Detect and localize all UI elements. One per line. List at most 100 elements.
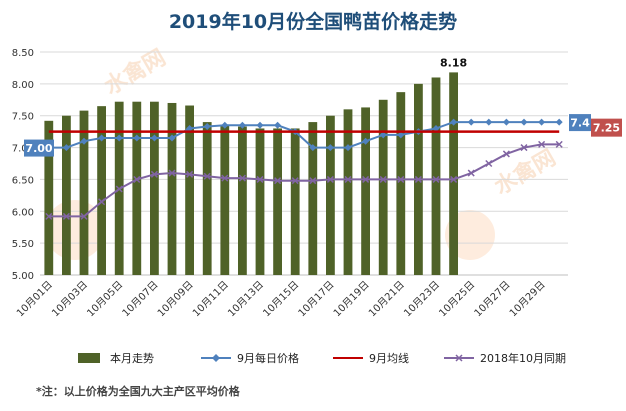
- y-tick-label: 5.50: [12, 239, 34, 250]
- legend: 本月走势 9月每日价格 9月均线 2018年10月同期: [78, 351, 566, 365]
- diamond-marker: [450, 118, 458, 126]
- x-tick-label: 10月19日: [331, 279, 372, 320]
- x-tick-label: 10月27日: [472, 279, 513, 320]
- start-callout: 7.00: [25, 142, 52, 155]
- bar: [308, 122, 318, 275]
- x-marker: [379, 175, 387, 183]
- y-axis: 5.00 5.50 6.00 6.50 7.00 7.50 8.00 8.50: [12, 48, 34, 282]
- bar: [361, 107, 370, 275]
- bar: [220, 124, 230, 276]
- series-line: [48, 121, 560, 149]
- diamond-marker: [432, 124, 440, 132]
- x-marker: [520, 144, 528, 152]
- diamond-marker: [203, 123, 211, 131]
- x-marker: [344, 175, 352, 183]
- x-marker: [256, 175, 264, 183]
- bar: [326, 115, 335, 275]
- legend-label: 9月每日价格: [237, 351, 299, 365]
- x-tick-label: 10月09日: [155, 279, 196, 320]
- x-marker: [45, 212, 53, 220]
- bar: [132, 101, 142, 275]
- diamond-marker: [520, 118, 528, 126]
- diamond-marker: [98, 134, 106, 142]
- x-tick-label: 10月17日: [296, 279, 337, 320]
- annotations: 8.18 7.00 7.4 7.25: [24, 56, 622, 157]
- svg-text:水禽网: 水禽网: [100, 45, 170, 101]
- diamond-marker: [379, 131, 387, 139]
- end-callout-blue: 7.4: [570, 117, 590, 130]
- diamond-marker: [538, 118, 546, 126]
- x-tick-label: 10月01日: [14, 279, 55, 320]
- y-tick-label: 8.50: [12, 48, 34, 59]
- x-marker: [133, 175, 141, 183]
- x-marker: [555, 140, 563, 148]
- bar: [290, 128, 300, 275]
- bar: [431, 77, 441, 275]
- diamond-marker: [256, 121, 264, 129]
- diamond-marker: [344, 144, 352, 152]
- bar: [79, 110, 89, 275]
- legend-swatch: [78, 353, 100, 363]
- x-tick-label: 10月29日: [507, 279, 548, 320]
- chart-title: 2019年10月份全国鸭苗价格走势: [169, 10, 457, 33]
- bar: [396, 92, 406, 275]
- x-marker: [291, 177, 299, 185]
- y-tick-label: 6.50: [12, 175, 34, 186]
- diamond-marker: [80, 137, 88, 145]
- diamond-marker: [168, 134, 176, 142]
- x-marker: [168, 169, 176, 177]
- x-marker: [221, 174, 229, 182]
- start-callout-box: [24, 139, 54, 157]
- x-tick-label: 10月21日: [366, 279, 407, 320]
- x-marker: [467, 169, 475, 177]
- svg-text:水禽网: 水禽网: [490, 145, 560, 201]
- bar: [238, 126, 247, 275]
- diamond-marker: [133, 134, 141, 142]
- bar: [97, 106, 106, 276]
- x-marker: [362, 175, 370, 183]
- bar: [44, 120, 54, 275]
- x-marker: [80, 212, 88, 220]
- diamond-marker: [397, 131, 405, 139]
- series-line: [48, 143, 560, 218]
- bar: [167, 102, 177, 275]
- peak-label: 8.18: [440, 56, 467, 69]
- x-marker: [450, 175, 458, 183]
- diamond-marker: [485, 118, 493, 126]
- bar: [62, 115, 71, 275]
- footnote: *注：以上价格为全国九大主产区平均价格: [36, 384, 241, 398]
- bar: [343, 109, 353, 275]
- x-tick-label: 10月11日: [190, 279, 231, 320]
- bar: [255, 128, 265, 275]
- x-marker: [414, 175, 422, 183]
- end-callout-red: 7.25: [593, 122, 620, 135]
- x-tick-label: 10月23日: [401, 279, 442, 320]
- x-marker: [186, 170, 194, 178]
- x-marker: [274, 177, 282, 185]
- x-marker: [238, 174, 246, 182]
- diamond-marker: [62, 144, 70, 152]
- diamond-marker: [115, 134, 123, 142]
- x-marker: [98, 198, 106, 206]
- bar: [378, 99, 388, 276]
- diamond-marker: [150, 134, 158, 142]
- y-tick-label: 7.00: [12, 144, 34, 155]
- y-tick-label: 7.50: [12, 112, 34, 123]
- diamond-marker: [309, 144, 317, 152]
- diamond-marker: [186, 124, 194, 132]
- x-marker: [203, 172, 211, 180]
- x-marker: [502, 150, 510, 158]
- x-marker: [538, 140, 546, 148]
- x-tick-label: 10月03日: [49, 279, 90, 320]
- x-marker: [115, 185, 123, 193]
- x-marker: [397, 175, 405, 183]
- diamond-marker: [221, 121, 229, 129]
- gridlines: [40, 51, 568, 276]
- y-tick-label: 6.00: [12, 207, 34, 218]
- diamond-marker: [362, 137, 370, 145]
- diamond-marker: [238, 121, 246, 129]
- x-marker: [485, 159, 493, 168]
- diamond-marker: [467, 118, 475, 126]
- x-marker: [62, 212, 70, 220]
